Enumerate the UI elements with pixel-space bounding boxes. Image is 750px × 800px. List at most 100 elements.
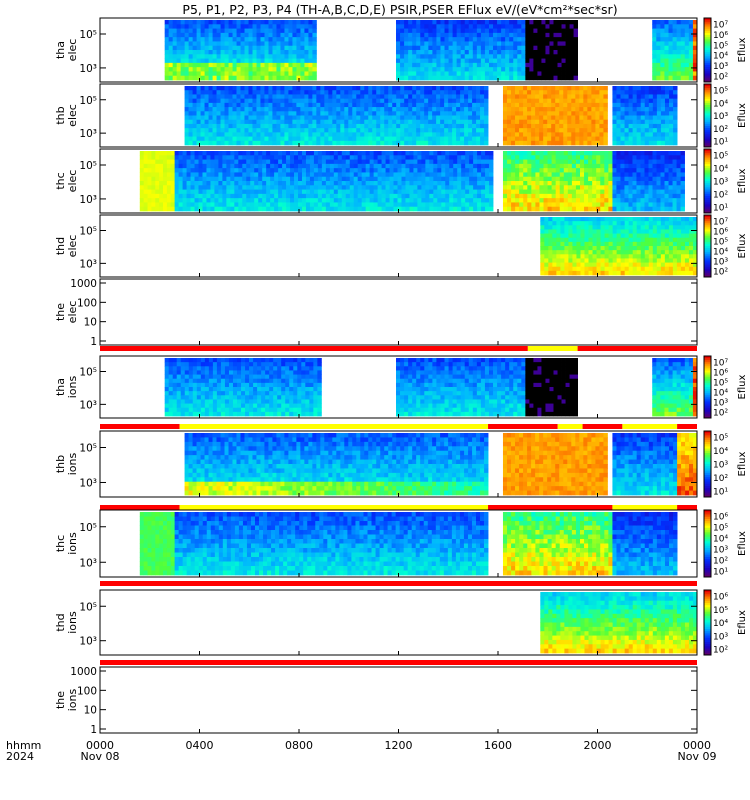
heatmap-cell: [356, 86, 361, 91]
heatmap-cell: [444, 107, 449, 112]
heatmap-cell: [460, 128, 465, 133]
heatmap-cell: [664, 98, 670, 104]
heatmap-cell: [180, 37, 186, 42]
heatmap-cell: [592, 151, 597, 156]
heatmap-cell: [164, 58, 170, 64]
heatmap-cell: [212, 71, 217, 77]
heatmap-cell: [465, 181, 470, 186]
heatmap-cell: [313, 163, 319, 169]
heatmap-cell: [469, 176, 474, 182]
heatmap-cell: [523, 107, 528, 112]
heatmap-cell: [196, 98, 201, 104]
heatmap-cell: [188, 94, 193, 100]
heatmap-cell: [256, 67, 261, 72]
heatmap-cell: [432, 86, 437, 91]
heatmap-cell: [547, 185, 553, 190]
heatmap-cell: [644, 86, 650, 91]
heatmap-cell: [143, 155, 148, 160]
heatmap-cell: [412, 37, 417, 42]
heatmap-cell: [384, 107, 389, 112]
heatmap-cell: [408, 24, 413, 29]
heatmap-cell: [336, 86, 341, 91]
heatmap-cell: [356, 111, 361, 116]
heatmap-cell: [373, 168, 379, 173]
heatmap-cell: [196, 24, 202, 29]
heatmap-cell: [300, 24, 305, 29]
heatmap-cell: [521, 20, 526, 25]
heatmap-cell: [523, 98, 528, 104]
heatmap-cell: [288, 62, 293, 68]
heatmap-cell: [270, 206, 275, 212]
heatmap-cell: [527, 119, 532, 125]
heatmap-cell: [429, 193, 434, 199]
heatmap-cell: [668, 20, 673, 25]
heatmap-cell: [276, 102, 281, 108]
heatmap-cell: [545, 32, 550, 38]
heatmap-cell: [595, 128, 600, 133]
heatmap-cell: [372, 90, 377, 95]
heatmap-cell: [317, 176, 323, 182]
heatmap-cell: [465, 185, 470, 190]
heatmap-cell: [210, 176, 215, 182]
heatmap-cell: [250, 181, 255, 186]
heatmap-cell: [301, 168, 307, 173]
heatmap-cell: [535, 181, 540, 186]
figure-title: P5, P1, P2, P3, P4 (TH-A,B,C,D,E) PSIR,P…: [182, 2, 617, 17]
heatmap-cell: [300, 102, 305, 108]
heatmap-cell: [460, 67, 466, 72]
heatmap-cell: [555, 163, 561, 169]
heatmap-cell: [368, 132, 373, 137]
heatmap-cell: [457, 151, 462, 156]
heatmap-cell: [244, 115, 249, 121]
heatmap-cell: [493, 54, 498, 59]
heatmap-cell: [182, 159, 187, 165]
heatmap-cell: [595, 102, 600, 108]
heatmap-cell: [274, 185, 279, 190]
heatmap-cell: [656, 176, 661, 182]
heatmap-cell: [178, 185, 183, 190]
heatmap-cell: [397, 168, 402, 173]
heatmap-cell: [400, 115, 405, 121]
heatmap-cell: [196, 58, 202, 64]
heatmap-cell: [539, 136, 544, 142]
heatmap-cell: [204, 67, 209, 72]
heatmap-cell: [539, 172, 544, 178]
heatmap-cell: [559, 151, 565, 156]
heatmap-cell: [301, 206, 307, 212]
heatmap-cell: [312, 58, 317, 64]
heatmap-cell: [147, 155, 152, 160]
heatmap-cell: [242, 155, 247, 160]
heatmap-cell: [624, 132, 629, 137]
heatmap-cell: [220, 41, 225, 47]
heatmap-cell: [640, 163, 645, 169]
heatmap-cell: [184, 140, 189, 146]
heatmap-cell: [547, 181, 553, 186]
heatmap-cell: [587, 123, 592, 129]
heatmap-cell: [527, 136, 532, 142]
heatmap-cell: [660, 62, 665, 68]
heatmap-cell: [553, 24, 558, 29]
heatmap-cell: [232, 28, 237, 34]
heatmap-cell: [541, 37, 546, 42]
heatmap-cell: [464, 140, 469, 146]
heatmap-cell: [274, 168, 279, 173]
heatmap-cell: [571, 102, 576, 108]
heatmap-cell: [218, 151, 223, 156]
heatmap-cell: [236, 107, 241, 112]
heatmap-cell: [280, 98, 285, 104]
heatmap-cell: [328, 140, 333, 146]
heatmap-cell: [266, 163, 271, 169]
heatmap-cell: [212, 58, 217, 64]
heatmap-cell: [660, 193, 665, 199]
heatmap-cell: [424, 45, 429, 51]
heatmap-cell: [274, 155, 279, 160]
heatmap-cell: [182, 189, 187, 195]
heatmap-cell: [452, 32, 458, 38]
colorbar-step: [704, 144, 711, 148]
heatmap-cell: [692, 28, 698, 34]
heatmap-cell: [196, 32, 202, 38]
heatmap-cell: [224, 119, 229, 125]
heatmap-cell: [648, 86, 654, 91]
heatmap-cell: [473, 168, 478, 173]
heatmap-cell: [200, 98, 205, 104]
